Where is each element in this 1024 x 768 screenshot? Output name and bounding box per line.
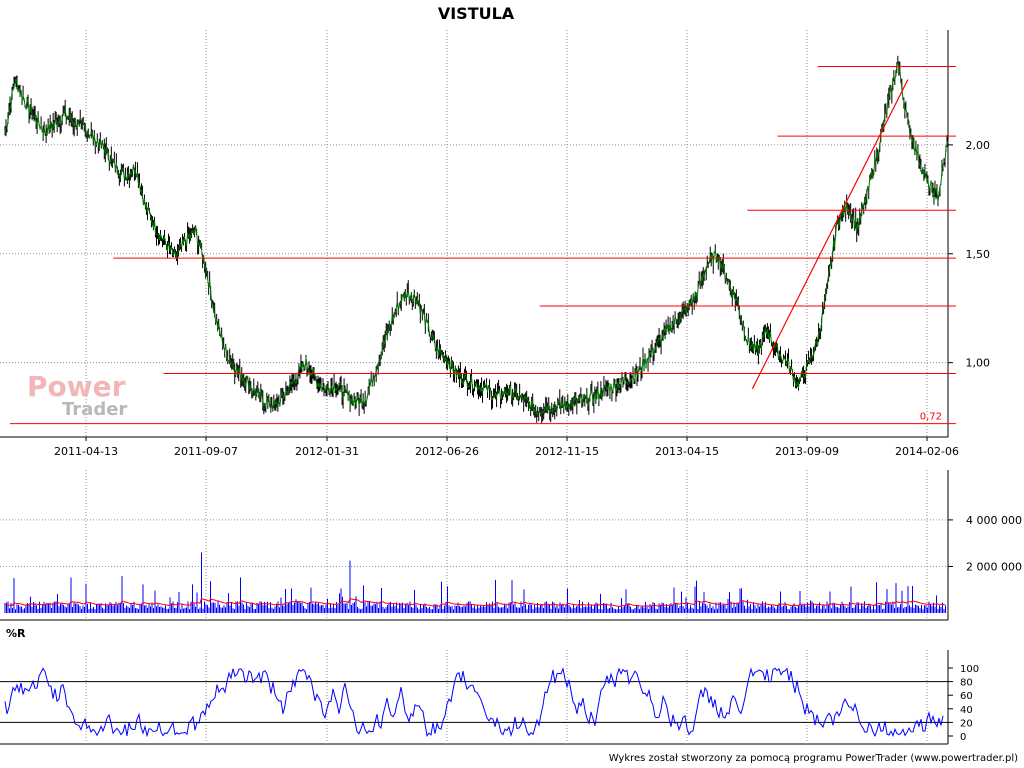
price-x-tick-label: 2013-04-15	[655, 445, 719, 458]
price-x-tick-label: 2012-01-31	[295, 445, 359, 458]
volume-ma-line	[4, 597, 946, 608]
williams-series	[4, 666, 944, 738]
price-y-tick-label: 1,00	[966, 357, 991, 370]
williams-y-tick-label: 100	[960, 664, 979, 675]
price-x-tick-label: 2013-09-09	[775, 445, 839, 458]
price-x-tick-label: 2014-02-06	[895, 445, 959, 458]
volume-y-axis-labels: 2 000 000 4 000 000	[966, 514, 1022, 574]
williams-y-axis-labels: 0 20 40 60 80 100	[960, 664, 979, 743]
price-y-axis-labels: 1,00 1,50 2,00	[966, 139, 991, 370]
support-resistance-lines	[10, 65, 957, 425]
chart-title: VISTULA	[438, 4, 515, 23]
price-x-axis-labels: 2011-04-13 2011-09-07 2012-01-31 2012-06-26…	[54, 445, 959, 458]
panel-frames	[0, 30, 949, 745]
williams-grid	[0, 650, 953, 744]
price-x-tick-label: 2012-11-15	[535, 445, 599, 458]
price-x-tick-label: 2011-09-07	[174, 445, 238, 458]
logo-word-trader: Trader	[62, 399, 127, 420]
price-y-tick-label: 1,50	[966, 248, 991, 261]
williams-line	[4, 666, 944, 738]
price-x-tick-label: 2012-06-26	[415, 445, 479, 458]
volume-moving-average	[4, 597, 946, 608]
price-series	[4, 55, 949, 424]
volume-y-tick-label: 4 000 000	[966, 514, 1022, 527]
williams-y-tick-label: 40	[960, 705, 973, 716]
trend-line	[751, 79, 909, 390]
williams-y-tick-label: 80	[960, 678, 973, 689]
williams-y-tick-label: 60	[960, 691, 973, 702]
logo-word-power: Power	[27, 370, 126, 403]
min-price-label: 0,72	[920, 412, 942, 423]
williams-panel-label: %R	[6, 627, 26, 640]
price-x-tick-label: 2011-04-13	[54, 445, 118, 458]
williams-y-tick-label: 0	[960, 732, 966, 743]
powertrader-logo: Power Trader	[27, 370, 127, 420]
williams-y-tick-label: 20	[960, 718, 973, 729]
price-line	[4, 61, 949, 417]
volume-grid	[0, 470, 953, 620]
price-y-tick-label: 2,00	[966, 139, 991, 152]
volume-y-tick-label: 2 000 000	[966, 560, 1022, 573]
footer-credit: Wykres został stworzony za pomocą progra…	[609, 753, 1018, 764]
